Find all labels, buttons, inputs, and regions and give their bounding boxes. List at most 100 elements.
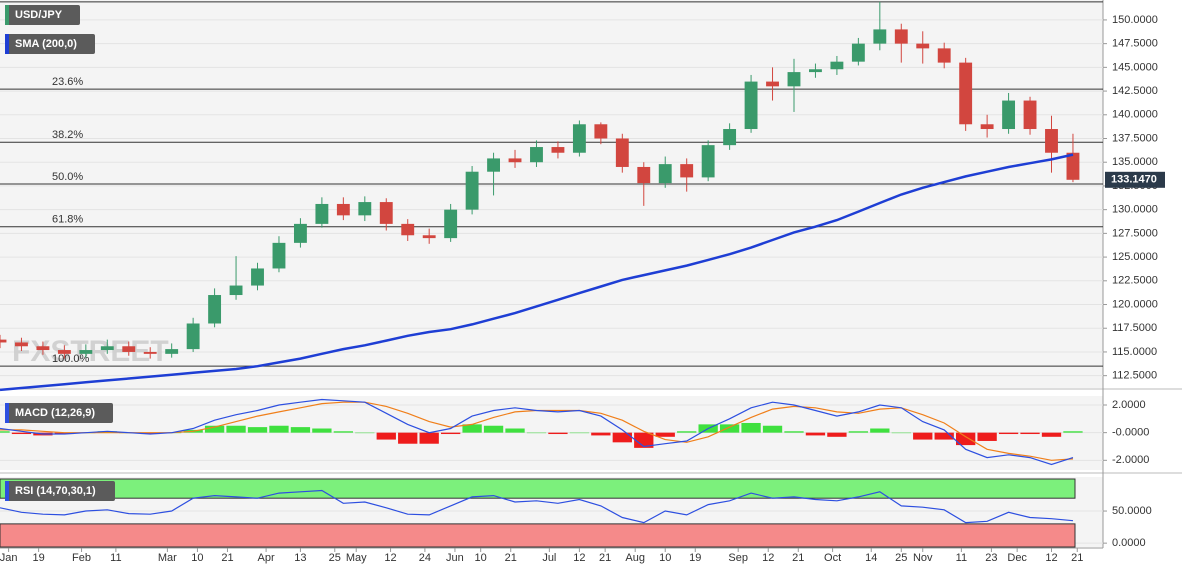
candle-body bbox=[293, 223, 307, 243]
x-tick-label: Feb bbox=[72, 552, 91, 564]
histogram-bar bbox=[891, 432, 911, 434]
x-tick-label: 14 bbox=[865, 552, 877, 564]
histogram-bar bbox=[398, 432, 418, 444]
candle-body bbox=[122, 346, 136, 352]
price-panel bbox=[0, 0, 1103, 388]
candle-body bbox=[787, 72, 801, 87]
histogram-bar bbox=[0, 431, 10, 433]
histogram-bar bbox=[762, 425, 783, 433]
candle-body bbox=[251, 268, 264, 286]
y-tick-label: 127.5000 bbox=[1112, 227, 1158, 239]
histogram-bar bbox=[483, 425, 504, 433]
histogram-bar bbox=[805, 432, 826, 436]
x-tick-label: 10 bbox=[659, 552, 671, 564]
last-price-tag bbox=[1105, 171, 1165, 188]
histogram-bar bbox=[333, 431, 354, 433]
candle-body bbox=[723, 129, 737, 146]
histogram-bar bbox=[677, 431, 697, 433]
x-tick-label: 21 bbox=[599, 552, 611, 564]
overbought-zone bbox=[0, 478, 1076, 499]
histogram-bar bbox=[719, 424, 740, 433]
histogram-bar bbox=[741, 422, 761, 433]
y-tick-label: 150.0000 bbox=[1112, 14, 1158, 26]
candle-body bbox=[701, 145, 715, 178]
candle-body bbox=[530, 147, 543, 163]
candle-body bbox=[594, 124, 608, 139]
fib-label: 23.6% bbox=[52, 76, 83, 88]
y-tick-label: 0.0000 bbox=[1112, 537, 1146, 549]
candle-body bbox=[143, 351, 157, 354]
candle-body bbox=[422, 235, 436, 239]
x-tick-label: 13 bbox=[294, 552, 306, 564]
x-tick-label: Apr bbox=[258, 552, 275, 564]
candle-body bbox=[100, 346, 114, 351]
candle-body bbox=[508, 158, 522, 163]
y-tick-label: 50.0000 bbox=[1112, 505, 1152, 517]
y-tick-label: 112.5000 bbox=[1112, 370, 1157, 382]
histogram-bar bbox=[998, 432, 1019, 435]
y-tick-label: 140.0000 bbox=[1112, 109, 1158, 121]
oversold-zone bbox=[0, 523, 1076, 548]
legend-swatch bbox=[5, 34, 9, 54]
fib-label: 100.0% bbox=[52, 353, 90, 365]
histogram-bar bbox=[827, 432, 847, 437]
x-tick-label: Jun bbox=[446, 552, 464, 564]
candle-body bbox=[1002, 100, 1016, 130]
x-tick-label: Dec bbox=[1007, 552, 1027, 564]
histogram-bar bbox=[290, 427, 311, 433]
x-tick-label: Jul bbox=[542, 552, 556, 564]
x-tick-label: Aug bbox=[625, 552, 645, 564]
histogram-bar bbox=[419, 432, 439, 444]
legend-swatch bbox=[5, 403, 9, 423]
histogram-bar bbox=[634, 432, 654, 448]
fib-label: 50.0% bbox=[52, 171, 83, 183]
legend-label: USD/JPY bbox=[15, 9, 63, 21]
candle-body bbox=[57, 350, 71, 354]
x-tick-label: 10 bbox=[191, 552, 203, 564]
histogram-bar bbox=[870, 428, 890, 433]
candle-body bbox=[851, 43, 865, 62]
histogram-bar bbox=[376, 432, 396, 440]
x-tick-label: May bbox=[346, 552, 367, 564]
candle-body bbox=[465, 171, 479, 210]
candle-body bbox=[379, 202, 393, 224]
y-tick-label: 125.0000 bbox=[1112, 251, 1158, 263]
candle-body bbox=[937, 48, 951, 63]
candle-body bbox=[15, 342, 28, 347]
candle-body bbox=[615, 138, 629, 167]
candle-body bbox=[916, 43, 930, 49]
legend-swatch bbox=[5, 5, 9, 25]
candle-body bbox=[401, 223, 415, 236]
candle-body bbox=[873, 29, 887, 44]
candle-body bbox=[637, 166, 651, 184]
plot-layer: 112.5000115.0000117.5000120.0000122.5000… bbox=[0, 0, 1165, 564]
histogram-bar bbox=[1063, 431, 1083, 433]
legend-box bbox=[5, 34, 95, 54]
histogram-bar bbox=[505, 428, 525, 433]
candle-body bbox=[680, 164, 694, 178]
legend-box bbox=[5, 481, 115, 501]
series-line bbox=[0, 153, 1074, 392]
y-tick-label: 145.0000 bbox=[1112, 61, 1158, 73]
fib-label: 61.8% bbox=[52, 214, 83, 226]
histogram-bar bbox=[612, 432, 632, 443]
x-tick-label: 19 bbox=[33, 552, 45, 564]
x-tick-label: 21 bbox=[792, 552, 804, 564]
histogram-bar bbox=[247, 427, 268, 433]
x-tick-label: Nov bbox=[913, 552, 933, 564]
histogram-bar bbox=[913, 432, 933, 440]
y-tick-label: 122.5000 bbox=[1112, 275, 1158, 287]
candle-body bbox=[980, 124, 994, 130]
x-tick-label: 24 bbox=[419, 552, 431, 564]
x-tick-label: Oct bbox=[824, 552, 841, 564]
candle-body bbox=[315, 203, 329, 224]
y-tick-label: -0.0000 bbox=[1112, 427, 1149, 439]
x-tick-label: 21 bbox=[221, 552, 233, 564]
histogram-bar bbox=[784, 431, 804, 433]
histogram-bar bbox=[440, 432, 461, 435]
histogram-bar bbox=[591, 432, 611, 436]
histogram-bar bbox=[934, 432, 954, 440]
y-tick-label: 142.5000 bbox=[1112, 85, 1158, 97]
